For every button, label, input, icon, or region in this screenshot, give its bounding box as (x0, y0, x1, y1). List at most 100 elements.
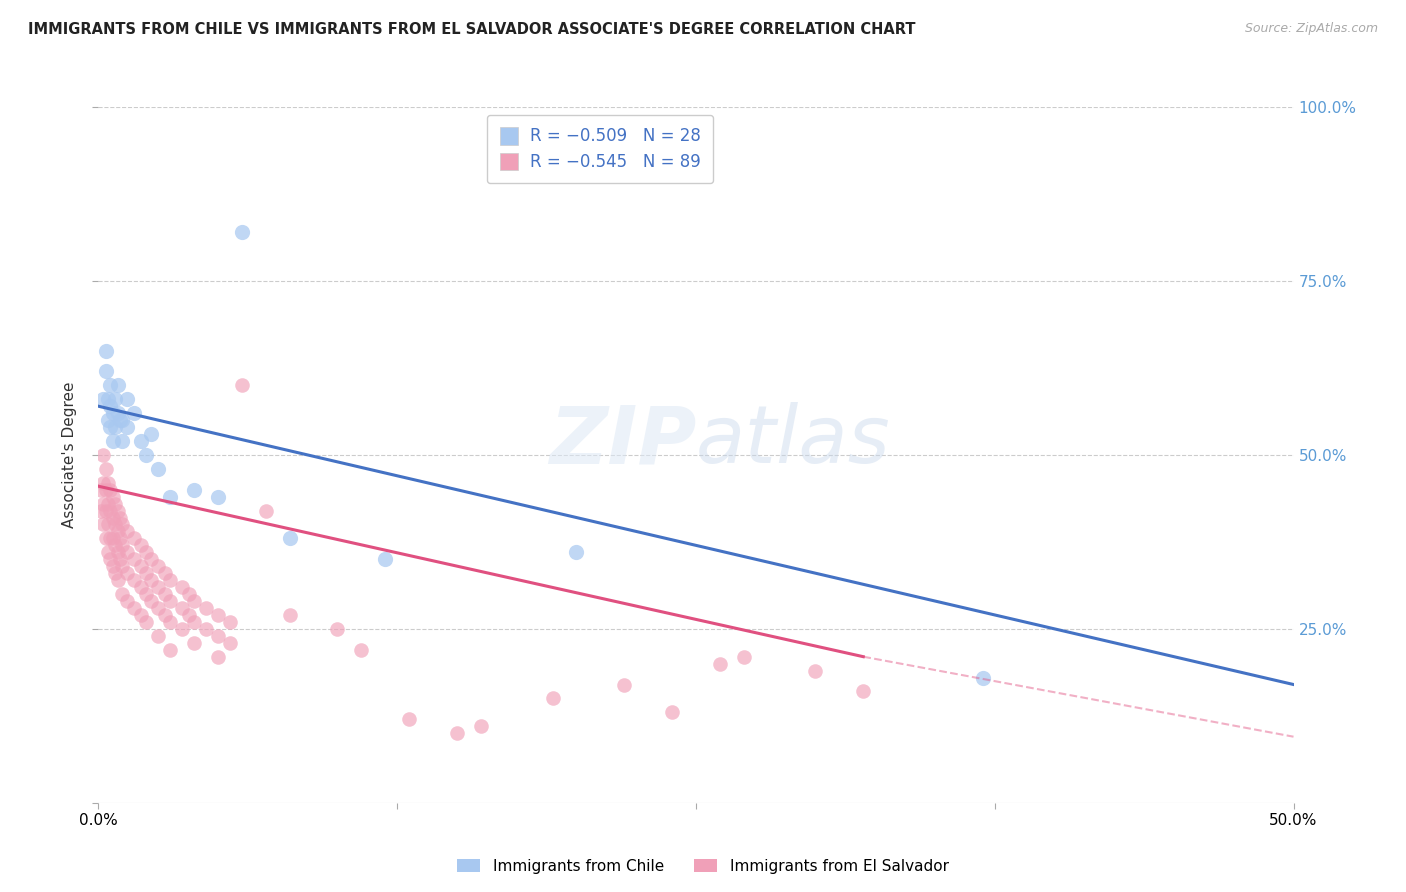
Point (101, 559, 124, 574)
Point (90, 503, 112, 517)
Point (159, 594, 181, 608)
Point (104, 420, 127, 434)
Point (159, 615, 181, 629)
Point (108, 532, 131, 546)
Point (98, 483, 122, 497)
Point (159, 642, 181, 657)
Point (565, 545, 588, 559)
Text: IMMIGRANTS FROM CHILE VS IMMIGRANTS FROM EL SALVADOR ASSOCIATE'S DEGREE CORRELAT: IMMIGRANTS FROM CHILE VS IMMIGRANTS FROM… (28, 22, 915, 37)
Point (148, 580, 170, 594)
Point (101, 532, 124, 546)
Point (446, 726, 468, 740)
Point (254, 503, 277, 517)
Point (115, 524, 138, 539)
Point (278, 607, 301, 622)
Point (97, 517, 120, 532)
Point (374, 552, 396, 566)
Point (148, 559, 170, 574)
Point (115, 545, 138, 559)
Point (101, 406, 124, 420)
Point (94, 364, 117, 378)
Point (231, 225, 253, 239)
Point (159, 490, 181, 504)
Point (115, 392, 138, 407)
Point (194, 622, 218, 636)
Point (111, 434, 134, 448)
Point (183, 636, 205, 650)
Point (107, 545, 129, 559)
Point (124, 601, 146, 615)
Point (97, 475, 120, 490)
Point (135, 615, 157, 629)
Y-axis label: Associate's Degree: Associate's Degree (62, 382, 77, 528)
Point (91, 448, 114, 462)
Point (131, 607, 153, 622)
Point (115, 594, 138, 608)
Point (115, 566, 138, 581)
Point (108, 510, 131, 524)
Point (139, 427, 162, 442)
Point (97, 413, 120, 427)
Point (104, 538, 127, 552)
Point (98, 552, 122, 566)
Point (124, 406, 146, 420)
Point (172, 622, 194, 636)
Point (107, 524, 129, 539)
Point (139, 594, 162, 608)
Point (131, 434, 153, 448)
Point (541, 691, 564, 706)
Point (219, 636, 242, 650)
Point (101, 510, 124, 524)
Point (194, 601, 218, 615)
Point (101, 490, 124, 504)
Point (135, 587, 157, 601)
Point (155, 587, 177, 601)
Point (326, 622, 349, 636)
Point (101, 434, 124, 448)
Point (131, 580, 153, 594)
Text: ZIP: ZIP (548, 402, 696, 480)
Point (207, 490, 229, 504)
Point (155, 566, 177, 581)
Point (97, 392, 120, 407)
Text: atlas: atlas (696, 402, 891, 480)
Point (278, 532, 301, 546)
Point (350, 642, 373, 657)
Point (159, 573, 181, 587)
Point (148, 629, 170, 643)
Point (148, 462, 170, 476)
Point (98, 532, 122, 546)
Point (97, 497, 120, 511)
Point (172, 580, 194, 594)
Point (104, 392, 127, 407)
Point (107, 378, 129, 392)
Point (183, 594, 205, 608)
Point (98, 503, 122, 517)
Point (107, 573, 129, 587)
Point (139, 552, 162, 566)
Point (733, 649, 755, 664)
Point (111, 413, 134, 427)
Point (661, 706, 683, 720)
Point (135, 448, 157, 462)
Point (470, 719, 492, 733)
Point (104, 566, 127, 581)
Point (139, 573, 162, 587)
Point (94, 343, 117, 358)
Point (111, 587, 134, 601)
Point (98, 420, 122, 434)
Legend: Immigrants from Chile, Immigrants from El Salvador: Immigrants from Chile, Immigrants from E… (451, 853, 955, 880)
Point (179, 587, 201, 601)
Point (231, 378, 253, 392)
Point (148, 601, 170, 615)
Point (107, 406, 129, 420)
Point (852, 684, 875, 698)
Point (613, 677, 636, 691)
Point (207, 649, 229, 664)
Point (98, 399, 122, 413)
Point (131, 559, 153, 574)
Point (91, 497, 114, 511)
Point (709, 657, 731, 671)
Point (124, 532, 146, 546)
Point (91, 392, 114, 407)
